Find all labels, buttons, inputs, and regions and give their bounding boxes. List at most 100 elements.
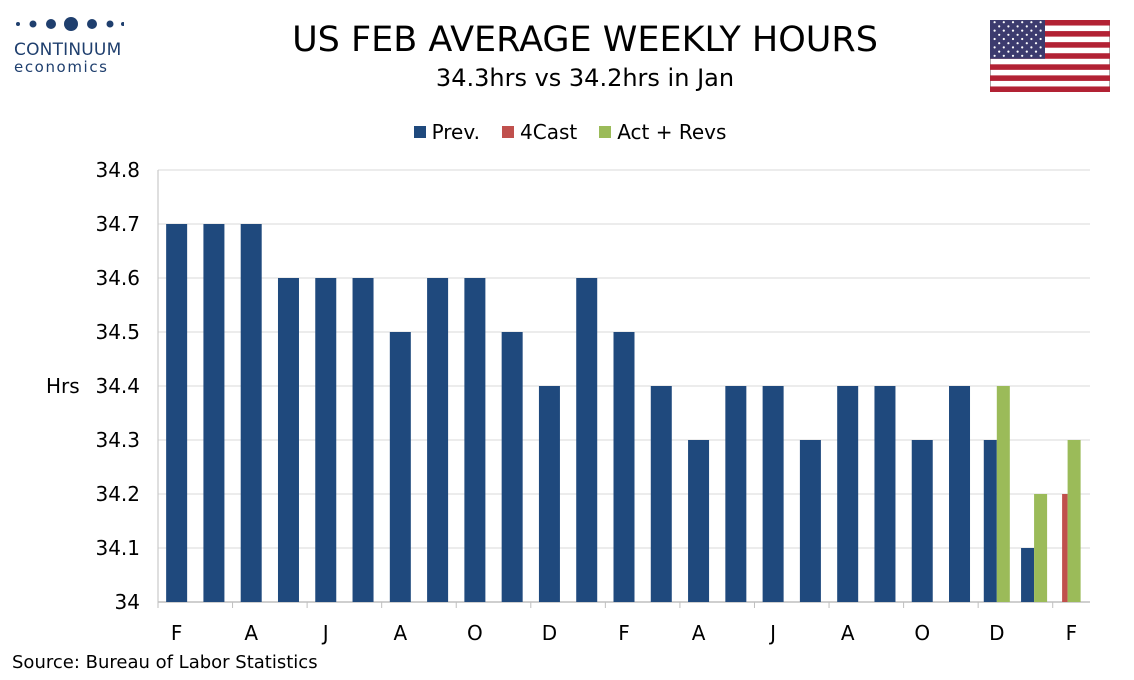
flag-star [1030, 37, 1033, 41]
flag-star [1030, 21, 1033, 24]
flag-star [993, 37, 996, 41]
legend-swatch-actual [599, 126, 612, 138]
flag-star [1039, 46, 1042, 49]
y-tick-label: 34.6 [95, 266, 140, 290]
bar-prev [576, 278, 598, 602]
bar-actual [996, 386, 1010, 602]
source-note: Source: Bureau of Labor Statistics [12, 652, 318, 673]
flag-star [993, 21, 996, 24]
bar-prev [983, 440, 997, 602]
bar-actual [1067, 440, 1081, 602]
y-tick-label: 34 [115, 590, 140, 614]
flag-star [998, 25, 1001, 28]
flag-star [1002, 54, 1005, 57]
bar-prev [762, 386, 784, 602]
bar-prev [837, 386, 859, 602]
bar-prev [240, 224, 262, 602]
bar-prev [911, 440, 933, 602]
continuum-logo: CONTINUUM economics [14, 14, 144, 76]
flag-star [1007, 50, 1010, 53]
flag-star [1034, 25, 1038, 28]
bar-prev [799, 440, 821, 602]
flag-star [1025, 25, 1028, 28]
y-tick-label: 34.2 [95, 482, 140, 506]
x-tick-label: A [393, 621, 407, 645]
y-tick-label: 34.4 [95, 374, 140, 398]
bar-prev [874, 386, 896, 602]
flag-star [1021, 29, 1024, 32]
y-tick-label: 34.3 [95, 428, 140, 452]
flag-star [1002, 21, 1005, 24]
x-tick-label: D [542, 621, 557, 645]
bar-prev [352, 278, 374, 602]
flag-star [1002, 37, 1005, 41]
flag-star [1030, 54, 1033, 57]
y-tick-label: 34.8 [95, 158, 140, 182]
legend-label-prev: Prev. [431, 120, 480, 144]
us-flag-icon [990, 20, 1110, 92]
flag-star [1034, 33, 1038, 36]
bar-prev [688, 440, 710, 602]
flag-star [993, 29, 996, 32]
bar-prev [613, 332, 635, 602]
flag-star [1039, 21, 1042, 24]
flag-star [1016, 33, 1019, 36]
x-tick-label: O [914, 621, 930, 645]
bar-prev [725, 386, 747, 602]
flag-star [1021, 37, 1024, 41]
bar-prev [427, 278, 449, 602]
x-tick-label: F [618, 621, 630, 645]
flag-star [1030, 29, 1033, 32]
legend-item-actual: Act + Revs [599, 120, 726, 144]
flag-star [1039, 54, 1042, 57]
x-tick-label: A [244, 621, 258, 645]
flag-star [1016, 25, 1019, 28]
legend-item-4cast: 4Cast [502, 120, 577, 144]
bar-prev [1021, 548, 1035, 602]
chart-subtitle: 34.3hrs vs 34.2hrs in Jan [435, 64, 735, 92]
bar-prev [650, 386, 672, 602]
flag-star [1039, 37, 1042, 41]
bar-actual [1034, 494, 1048, 602]
legend-swatch-4cast [502, 126, 514, 138]
logo-name: CONTINUUM [14, 40, 122, 60]
flag-star [1011, 29, 1015, 32]
flag-star [1002, 46, 1005, 49]
flag-star [998, 42, 1001, 45]
flag-star [1007, 42, 1010, 45]
x-tick-label: A [692, 621, 706, 645]
bar-prev [389, 332, 411, 602]
x-tick-label: D [989, 621, 1004, 645]
legend-item-prev: Prev. [413, 120, 480, 144]
flag-star [998, 50, 1001, 53]
flag-star [1011, 21, 1015, 24]
bar-4cast [1062, 494, 1068, 602]
flag-star [993, 46, 996, 49]
y-tick-label: 34.7 [95, 212, 140, 236]
x-tick-label: J [321, 621, 329, 645]
flag-star [1021, 54, 1024, 57]
flag-star [1011, 54, 1015, 57]
y-tick-label: 34.5 [95, 320, 140, 344]
legend-label-4cast: 4Cast [520, 120, 578, 144]
bar-prev [203, 224, 225, 602]
flag-star [1030, 46, 1033, 49]
y-axis-label: Hrs [46, 374, 80, 398]
flag-star [1016, 50, 1019, 53]
x-tick-label: A [841, 621, 855, 645]
x-tick-label: O [467, 621, 483, 645]
x-tick-label: J [768, 621, 776, 645]
flag-star [1002, 29, 1005, 32]
flag-star [1039, 29, 1042, 32]
flag-star [1034, 42, 1038, 45]
logo-subtitle: economics [14, 58, 109, 76]
bar-prev [166, 224, 188, 602]
y-tick-label: 34.1 [95, 536, 140, 560]
bar-prev [538, 386, 560, 602]
flag-star [1025, 42, 1028, 45]
flag-star [1016, 42, 1019, 45]
flag-star [1021, 21, 1024, 24]
flag-star [1007, 25, 1010, 28]
logo-dots-icon [16, 17, 125, 31]
